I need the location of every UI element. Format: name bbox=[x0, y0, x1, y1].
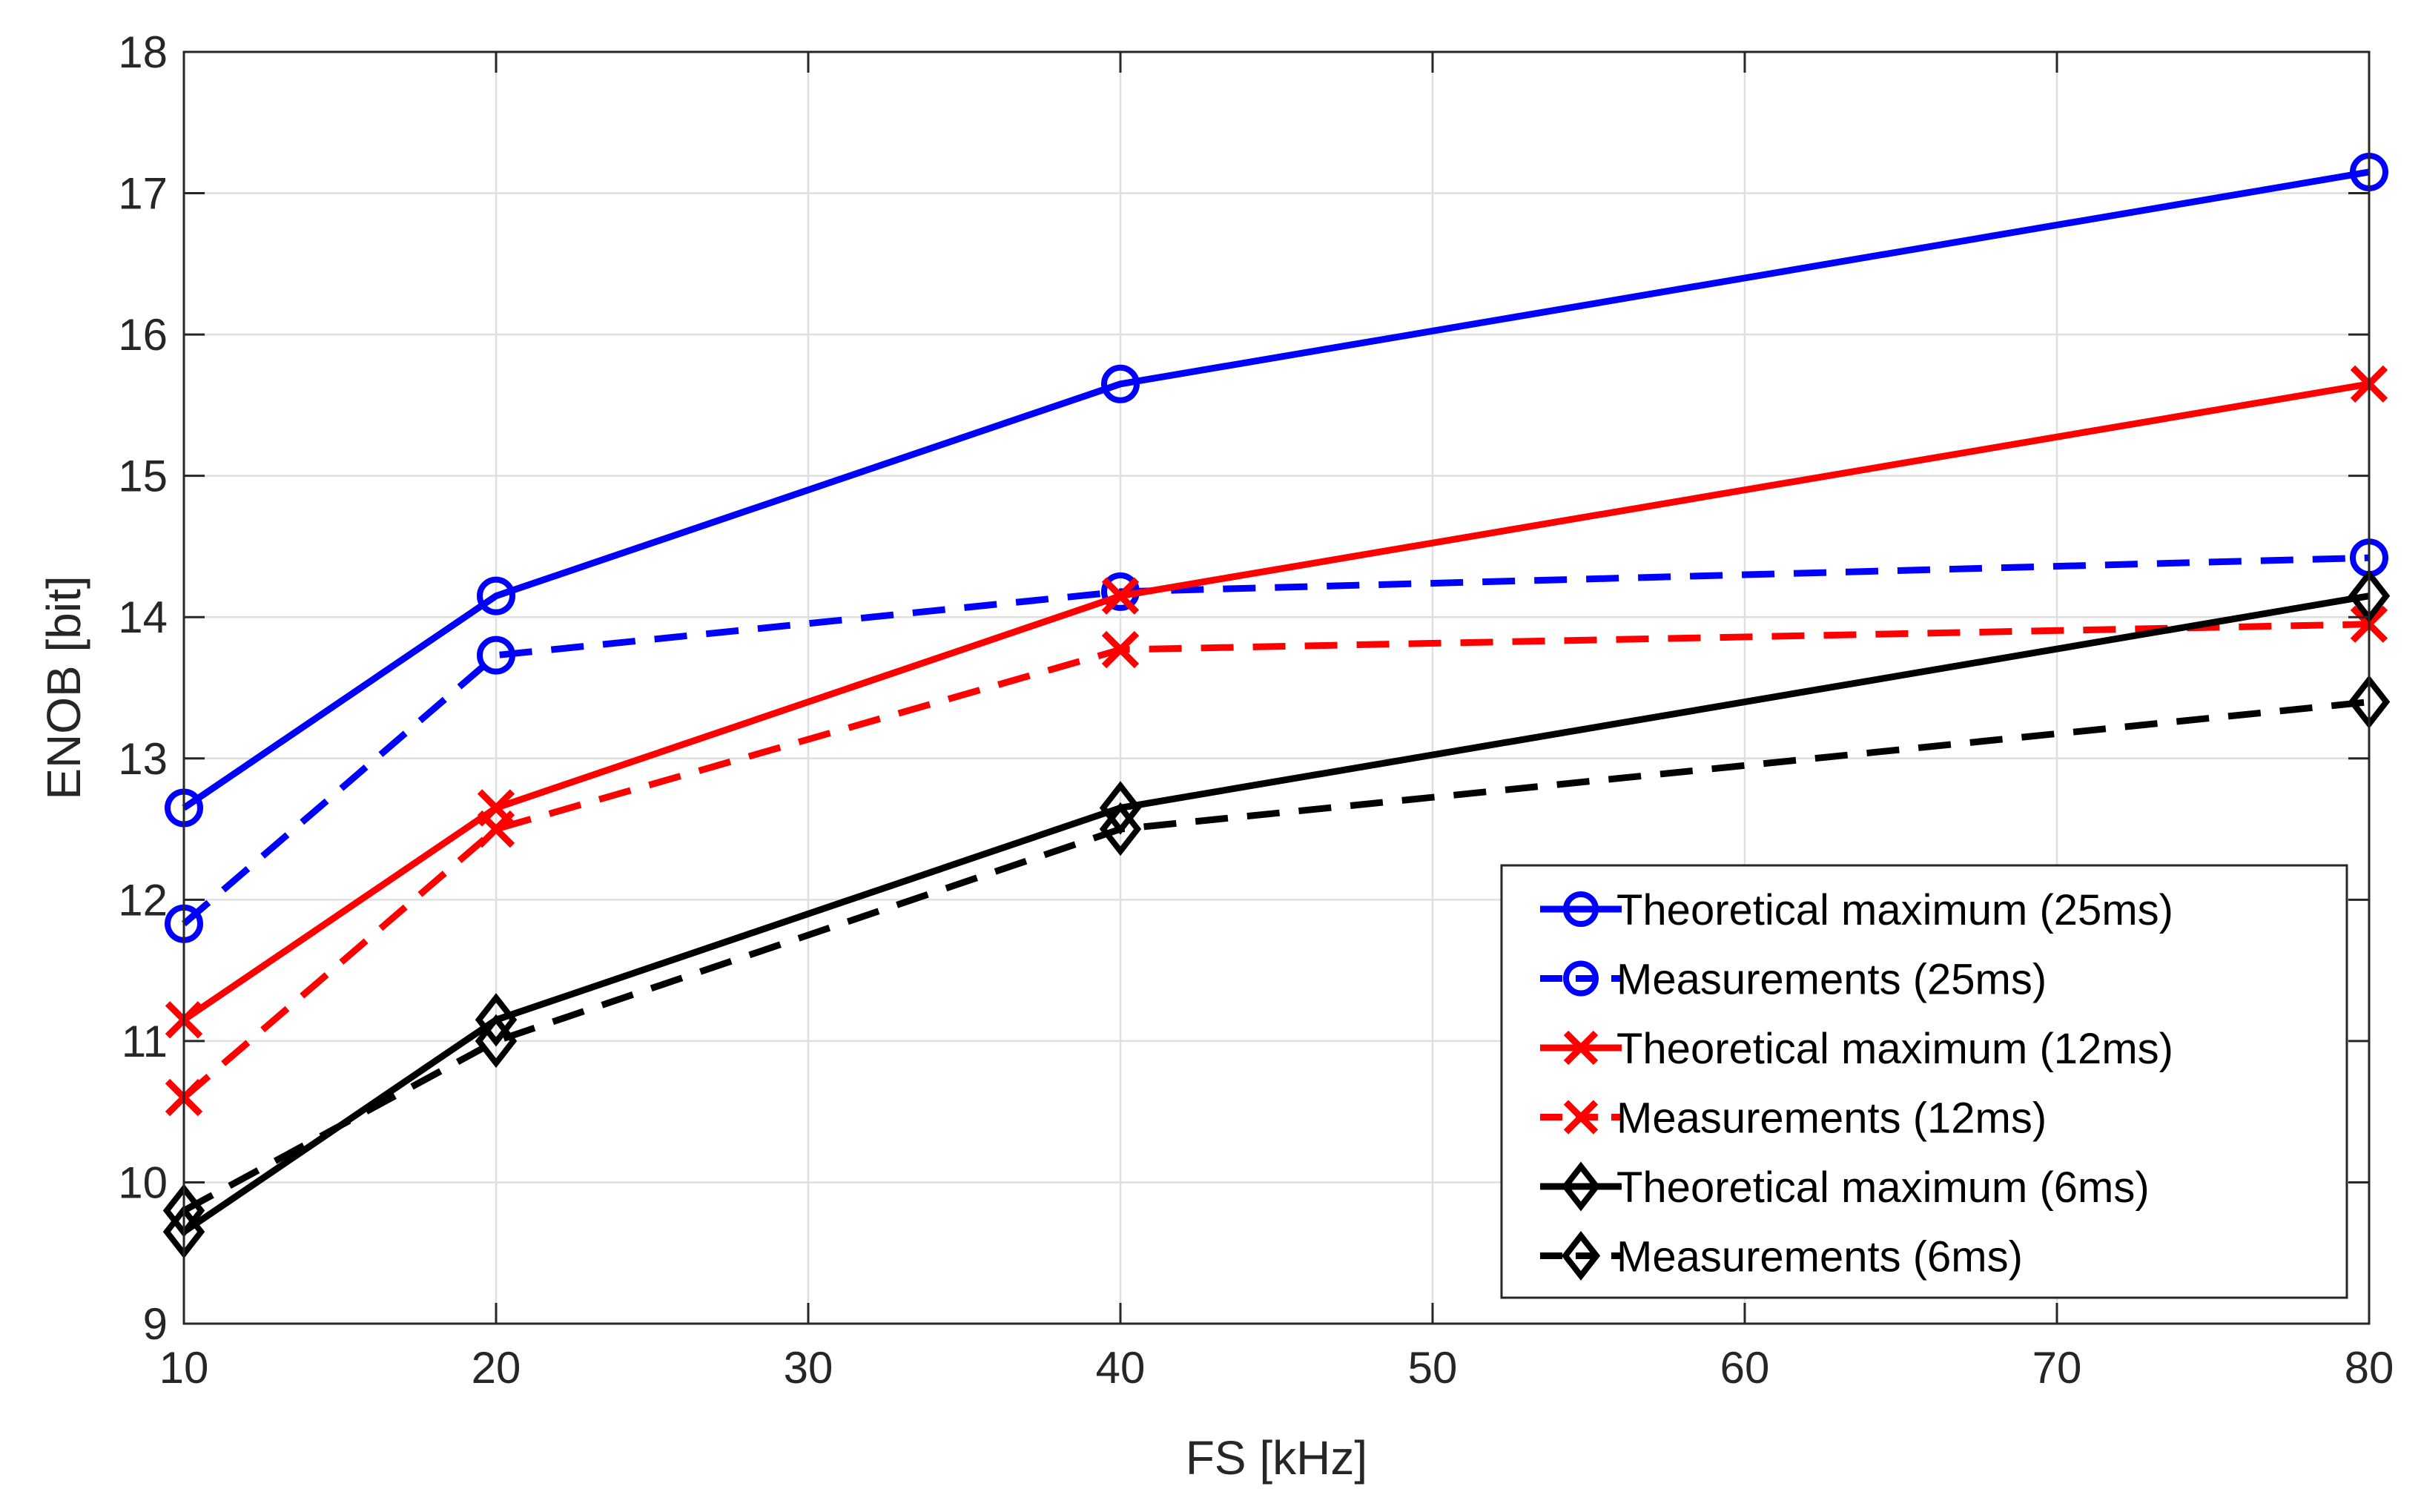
y-axis-label: ENOB [bit] bbox=[37, 575, 90, 799]
y-tick-label: 14 bbox=[118, 592, 168, 642]
y-tick-label: 10 bbox=[118, 1158, 168, 1207]
data-point-marker bbox=[1101, 577, 1140, 615]
data-point-marker bbox=[1101, 630, 1140, 669]
x-tick-label: 10 bbox=[159, 1343, 209, 1393]
data-point-marker bbox=[477, 810, 515, 848]
x-tick-label: 30 bbox=[784, 1343, 833, 1393]
legend-label: Theoretical maximum (12ms) bbox=[1616, 1025, 2173, 1073]
legend-label: Measurements (12ms) bbox=[1616, 1095, 2047, 1143]
legend-item: Measurements (25ms) bbox=[1540, 956, 2047, 1004]
legend-box bbox=[1500, 864, 2348, 1299]
x-tick-label: 50 bbox=[1408, 1343, 1458, 1393]
y-tick-label: 15 bbox=[118, 452, 168, 501]
series-line bbox=[182, 554, 2370, 927]
series-line bbox=[182, 621, 2370, 1100]
legend-marker bbox=[1561, 1161, 1601, 1212]
legend-item: Theoretical maximum (25ms) bbox=[1540, 886, 2173, 934]
data-point-marker bbox=[477, 635, 515, 675]
x-tick-label: 70 bbox=[2032, 1343, 2082, 1393]
series-line bbox=[182, 699, 2370, 1214]
data-point-marker bbox=[475, 1014, 518, 1069]
legend-marker bbox=[1563, 1030, 1599, 1066]
legend-item: Measurements (6ms) bbox=[1540, 1230, 2023, 1281]
y-tick-label: 12 bbox=[118, 875, 168, 925]
legend-item: Measurements (12ms) bbox=[1540, 1095, 2047, 1143]
legend-label: Theoretical maximum (25ms) bbox=[1616, 886, 2173, 934]
legend-item: Theoretical maximum (12ms) bbox=[1540, 1025, 2173, 1073]
legend-marker bbox=[1563, 1100, 1599, 1135]
series-line bbox=[182, 168, 2370, 811]
legend-marker bbox=[1561, 1230, 1601, 1281]
series-line bbox=[182, 380, 2370, 1023]
data-point-marker bbox=[1099, 802, 1142, 856]
y-tick-label: 17 bbox=[118, 169, 168, 219]
data-point-marker bbox=[477, 576, 515, 615]
legend-item: Theoretical maximum (6ms) bbox=[1540, 1161, 2150, 1212]
x-tick-label: 80 bbox=[2345, 1343, 2394, 1393]
legend-label: Measurements (25ms) bbox=[1616, 956, 2047, 1004]
plot-frame bbox=[182, 50, 2371, 1325]
legend-label: Measurements (6ms) bbox=[1616, 1233, 2023, 1281]
legend-marker bbox=[1563, 960, 1599, 997]
x-axis-label: FS [kHz] bbox=[1186, 1431, 1367, 1485]
y-tick-label: 16 bbox=[118, 310, 168, 360]
data-point-marker bbox=[475, 993, 518, 1047]
y-tick-label: 11 bbox=[122, 1017, 168, 1066]
data-point-marker bbox=[1101, 364, 1140, 403]
y-tick-label: 18 bbox=[118, 27, 168, 77]
series-3 bbox=[165, 365, 2388, 1039]
x-tick-label: 20 bbox=[472, 1343, 521, 1393]
series-4 bbox=[165, 605, 2388, 1117]
legend-label: Theoretical maximum (6ms) bbox=[1616, 1163, 2150, 1212]
x-tick-label: 60 bbox=[1720, 1343, 1770, 1393]
legend: Theoretical maximum (25ms) Measurements (… bbox=[1500, 864, 2348, 1299]
legend-marker bbox=[1563, 891, 1599, 927]
y-tick-label: 9 bbox=[143, 1299, 168, 1349]
y-tick-label: 13 bbox=[118, 734, 168, 784]
x-tick-label: 40 bbox=[1096, 1343, 1146, 1393]
